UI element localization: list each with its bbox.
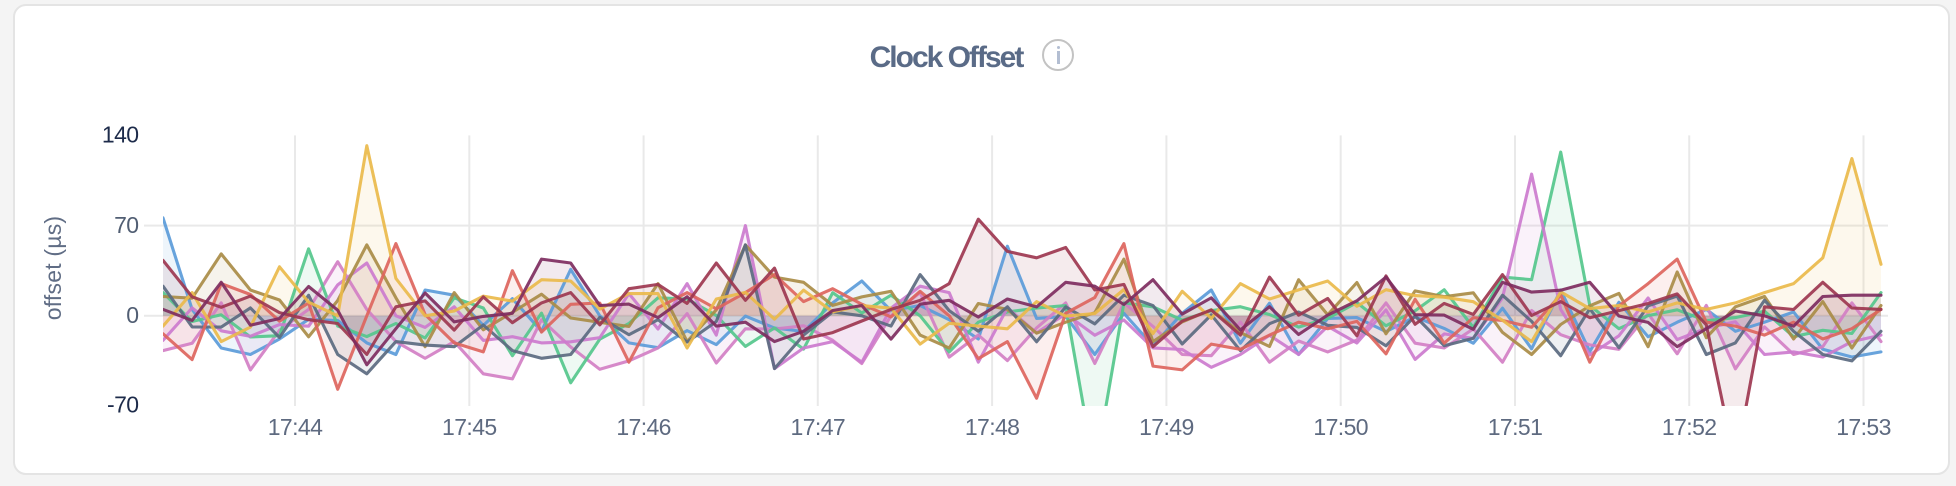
svg-text:17:46: 17:46 — [616, 414, 671, 440]
svg-text:17:50: 17:50 — [1313, 414, 1368, 440]
svg-text:17:49: 17:49 — [1139, 414, 1194, 440]
svg-text:17:48: 17:48 — [965, 414, 1020, 440]
svg-text:-70: -70 — [107, 392, 138, 418]
svg-text:140: 140 — [102, 122, 139, 148]
svg-text:offset (µs): offset (µs) — [40, 216, 66, 321]
svg-text:17:52: 17:52 — [1662, 414, 1717, 440]
svg-text:17:44: 17:44 — [268, 414, 323, 440]
svg-text:17:47: 17:47 — [791, 414, 846, 440]
svg-text:0: 0 — [126, 302, 138, 328]
svg-text:17:45: 17:45 — [442, 414, 497, 440]
svg-text:70: 70 — [114, 212, 138, 238]
svg-text:17:51: 17:51 — [1488, 414, 1543, 440]
svg-text:17:53: 17:53 — [1836, 414, 1891, 440]
